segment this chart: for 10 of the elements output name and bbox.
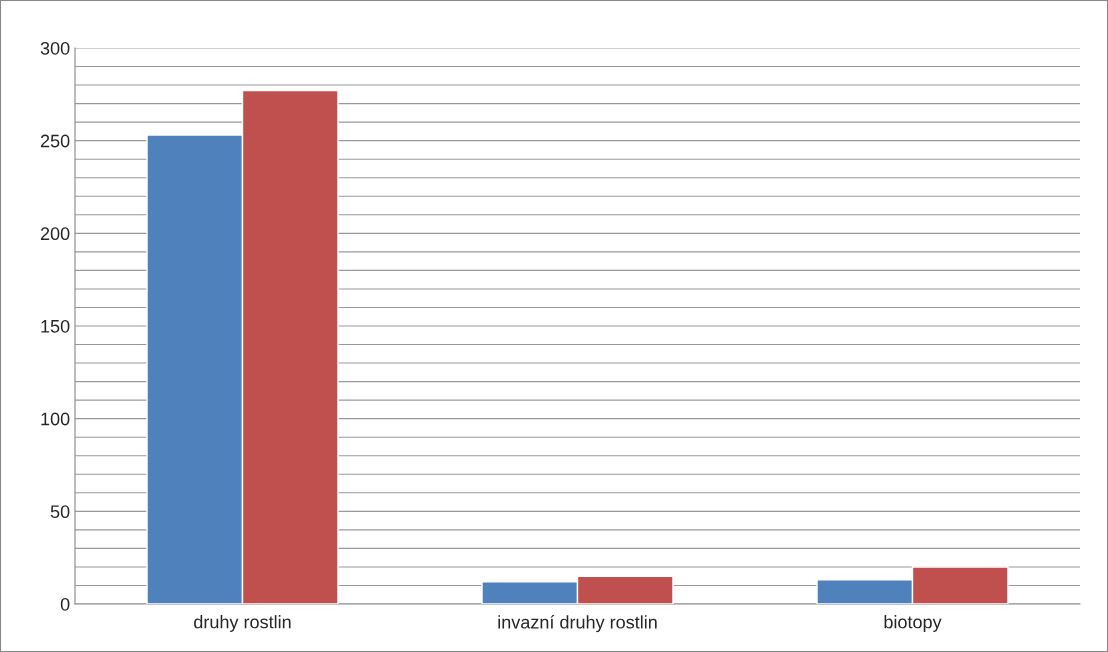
y-tick-label: 0 [60,597,70,611]
y-tick-label: 300 [40,41,70,55]
x-tick-label: invazní druhy rostlin [498,615,657,633]
y-tick-label: 200 [40,227,70,241]
y-tick-label: 100 [41,412,70,426]
x-tick-label: biotopy [884,615,942,632]
x-tick-label: druhy rostlin [194,615,291,632]
y-tick-label: 150 [41,319,70,333]
y-tick-label: 250 [40,134,70,148]
y-tick-label: 50 [50,505,70,519]
